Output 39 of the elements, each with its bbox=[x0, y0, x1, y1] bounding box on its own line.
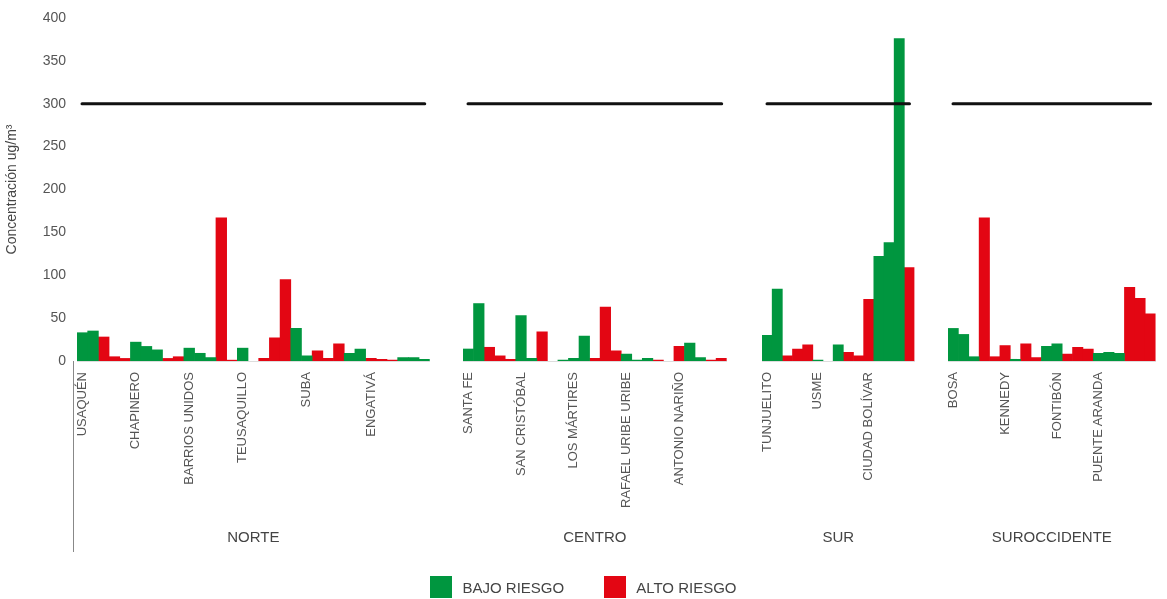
x-tick-label: BOSA bbox=[944, 371, 960, 409]
y-tick-label: 350 bbox=[42, 51, 67, 68]
x-tick-label: CIUDAD BOLÍVAR bbox=[860, 372, 876, 481]
x-tick-label: SAN CRISTÓBAL bbox=[512, 372, 528, 477]
y-tick-label: 200 bbox=[42, 180, 67, 197]
x-tick-label: ENGATIVÁ bbox=[362, 371, 378, 437]
x-tick-label: SUBA bbox=[298, 371, 314, 408]
bar bbox=[1009, 358, 1021, 361]
y-tick-label: 400 bbox=[42, 8, 67, 25]
x-tick-label: CHAPINERO bbox=[127, 372, 143, 450]
legend-label: BAJO RIESGO bbox=[462, 578, 565, 596]
bar bbox=[673, 346, 685, 361]
x-axis-title: SUR bbox=[822, 528, 855, 546]
bar bbox=[536, 331, 548, 361]
y-tick-label: 150 bbox=[42, 223, 67, 240]
legend-label: ALTO RIESGO bbox=[636, 578, 737, 596]
x-tick-label: BARRIOS UNIDOS bbox=[180, 371, 196, 485]
y-tick-label: 50 bbox=[50, 308, 67, 325]
y-tick-label: 0 bbox=[58, 351, 67, 368]
x-tick-label: USME bbox=[809, 371, 825, 410]
x-axis-title: CENTRO bbox=[563, 528, 627, 546]
x-tick-label: FONTIBÓN bbox=[1048, 372, 1064, 440]
x-axis-title: NORTE bbox=[227, 528, 280, 546]
x-tick-label: USAQUÉN bbox=[73, 372, 89, 437]
x-tick-label: PUENTE ARANDA bbox=[1090, 371, 1106, 482]
y-tick-label: 250 bbox=[42, 137, 67, 154]
bar bbox=[237, 347, 249, 361]
x-axis-title: SUROCCIDENTE bbox=[991, 528, 1112, 546]
x-tick-label: TUNJUELITO bbox=[758, 372, 774, 452]
x-tick-label: ANTONIO NARIÑO bbox=[670, 372, 686, 486]
x-tick-label: KENNEDY bbox=[996, 371, 1012, 435]
bar bbox=[832, 344, 844, 361]
y-tick-label: 100 bbox=[42, 266, 67, 283]
x-tick-label: TEUSAQUILLO bbox=[234, 372, 250, 464]
x-tick-label: RAFAEL URIBE URIBE bbox=[618, 371, 634, 509]
y-tick-label: 300 bbox=[42, 94, 67, 111]
x-tick-label: SANTA FE bbox=[459, 371, 475, 434]
y-axis-title: Concentración ug/m³ bbox=[3, 124, 20, 255]
x-tick-label: LOS MÁRTIRES bbox=[565, 371, 581, 469]
